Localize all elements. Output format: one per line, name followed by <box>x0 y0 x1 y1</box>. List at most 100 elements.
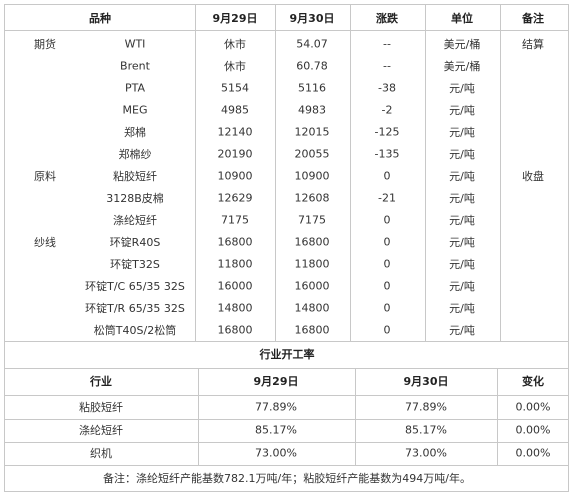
cell-text: 环锭T32S <box>110 258 160 271</box>
cell-text: 77.89% <box>255 400 297 414</box>
cell-text: 12015 <box>294 125 330 139</box>
grid-line <box>4 341 569 342</box>
grid-line <box>4 395 569 396</box>
cell-text: 元/吨 <box>449 192 475 205</box>
cell-text: -21 <box>378 191 396 205</box>
cell-text: 元/吨 <box>449 170 475 183</box>
cell-text: 7175 <box>221 213 249 227</box>
cell-text: WTI <box>124 37 146 51</box>
cell-text: 行业 <box>90 375 112 388</box>
cell-text: 元/吨 <box>449 126 475 139</box>
border <box>4 4 569 5</box>
cell-text: 16800 <box>217 323 253 337</box>
grid-line <box>4 442 569 443</box>
cell-text: 85.17% <box>405 423 447 437</box>
cell-text: 0 <box>383 301 391 315</box>
cell-text: 元/吨 <box>449 148 475 161</box>
cell-text: 织机 <box>90 447 112 460</box>
cell-text: 9月29日 <box>212 12 258 25</box>
cell-text: 元/吨 <box>449 302 475 315</box>
cell-text: 12608 <box>294 191 330 205</box>
cell-text: -135 <box>374 147 400 161</box>
cell-text: 10900 <box>217 169 253 183</box>
cell-text: 元/吨 <box>449 280 475 293</box>
cell-text: 0 <box>383 213 391 227</box>
cell-text: 涤纶短纤 <box>79 424 123 437</box>
cell-text: 0.00% <box>515 446 551 460</box>
grid-line <box>198 368 199 465</box>
cell-text: 54.07 <box>296 37 328 51</box>
cell-text: 郑棉纱 <box>118 148 152 161</box>
cell-text: 美元/桶 <box>443 38 481 51</box>
cell-text: 结算 <box>522 38 544 51</box>
grid-line <box>425 4 426 341</box>
cell-text: 松筒T40S/2松筒 <box>93 324 177 337</box>
cell-text: 收盘 <box>522 170 544 183</box>
cell-text: 16000 <box>217 279 253 293</box>
cell-text: 粘胶短纤 <box>113 170 157 183</box>
cell-text: -- <box>383 59 391 73</box>
cell-text: 12140 <box>217 125 253 139</box>
cell-text: 环锭T/C 65/35 32S <box>85 280 185 293</box>
cell-text: 12629 <box>217 191 253 205</box>
cell-text: 0 <box>383 257 391 271</box>
grid-line <box>4 419 569 420</box>
cell-text: 元/吨 <box>449 104 475 117</box>
cell-text: 0 <box>383 279 391 293</box>
cell-text: 73.00% <box>255 446 297 460</box>
cell-text: 元/吨 <box>449 214 475 227</box>
cell-text: 环锭T/R 65/35 32S <box>85 302 185 315</box>
grid-line <box>275 4 276 341</box>
cell-text: 美元/桶 <box>443 60 481 73</box>
cell-text: -2 <box>381 103 393 117</box>
cell-text: 16800 <box>217 235 253 249</box>
cell-text: 涤纶短纤 <box>113 214 157 227</box>
cell-text: 元/吨 <box>449 258 475 271</box>
cell-text: PTA <box>124 81 146 95</box>
cell-text: 粘胶短纤 <box>79 401 123 414</box>
cell-text: 备注：涤纶短纤产能基数782.1万吨/年；粘胶短纤产能基数为494万吨/年。 <box>103 472 471 485</box>
cell-text: MEG <box>122 103 148 117</box>
cell-text: 5116 <box>298 81 326 95</box>
grid-line <box>4 465 569 466</box>
cell-text: 14800 <box>217 301 253 315</box>
cell-text: 7175 <box>298 213 326 227</box>
cell-text: 行业开工率 <box>259 348 315 361</box>
cell-text: 0 <box>383 235 391 249</box>
border <box>4 4 5 492</box>
cell-text: 备注 <box>522 12 544 25</box>
cell-text: 11800 <box>217 257 253 271</box>
grid-line <box>500 4 501 341</box>
cell-text: 元/吨 <box>449 236 475 249</box>
cell-text: 9月29日 <box>253 375 299 388</box>
grid-line <box>4 30 569 31</box>
cell-text: 20055 <box>294 147 330 161</box>
cell-text: 元/吨 <box>449 82 475 95</box>
cell-text: 0 <box>383 323 391 337</box>
cell-text: 0.00% <box>515 400 551 414</box>
cell-text: 期货 <box>34 38 56 51</box>
cell-text: 85.17% <box>255 423 297 437</box>
cell-text: -125 <box>374 125 400 139</box>
cell-text: -38 <box>378 81 396 95</box>
grid-line <box>350 4 351 341</box>
cell-text: -- <box>383 37 391 51</box>
border <box>4 491 569 492</box>
cell-text: 16000 <box>294 279 330 293</box>
cell-text: 品种 <box>89 12 111 25</box>
cell-text: 60.78 <box>296 59 328 73</box>
grid-line <box>4 368 569 369</box>
cell-text: 纱线 <box>34 236 56 249</box>
grid-line <box>195 4 196 341</box>
grid-line <box>497 368 498 465</box>
cell-text: 休市 <box>224 38 246 51</box>
cell-text: 11800 <box>294 257 330 271</box>
cell-text: 涨跌 <box>376 12 398 25</box>
border <box>568 4 569 492</box>
cell-text: Brent <box>120 59 150 73</box>
cell-text: 原料 <box>34 170 56 183</box>
cell-text: 14800 <box>294 301 330 315</box>
cell-text: 4985 <box>221 103 249 117</box>
cell-text: 10900 <box>294 169 330 183</box>
